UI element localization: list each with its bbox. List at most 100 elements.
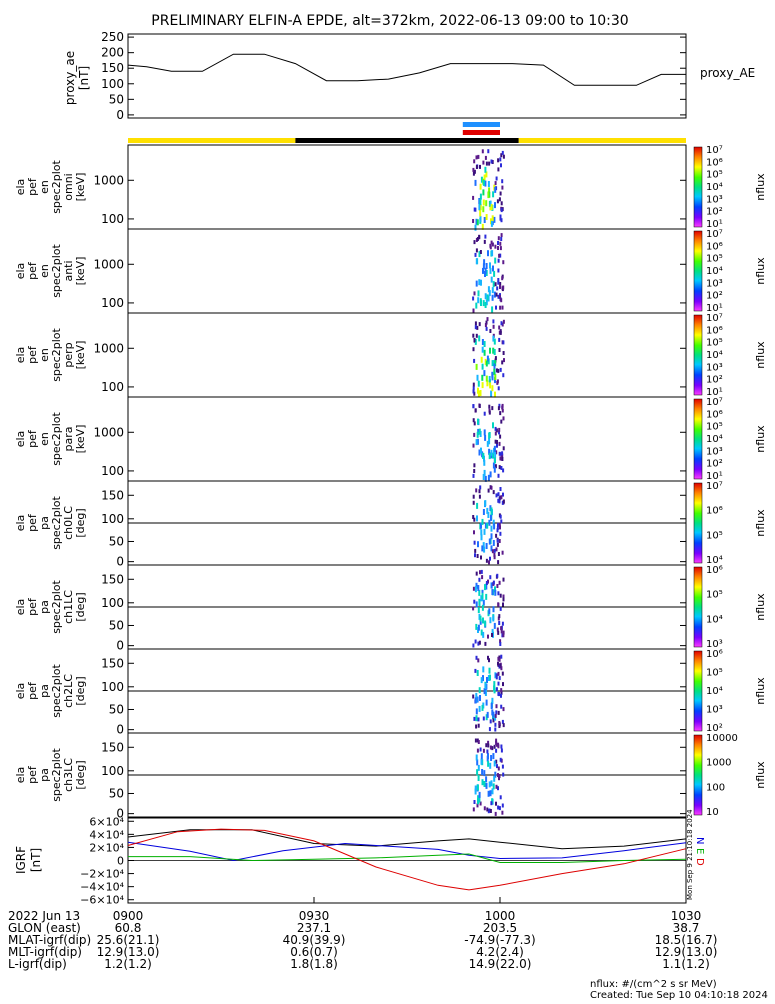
spectrogram-pixel: [497, 773, 499, 778]
spectrogram-pixel: [501, 671, 504, 676]
spectrogram-pixel: [490, 582, 493, 589]
spectrogram-pixel: [501, 408, 504, 413]
spectrogram-pixel: [485, 543, 488, 549]
spectrogram-pixel: [495, 428, 498, 433]
spectrogram-pixel: [494, 589, 497, 596]
colorbar-tick-label: 10¹: [706, 219, 723, 230]
spectrogram-pixel: [486, 755, 489, 762]
spectrogram-pixel: [477, 297, 480, 304]
panel-tick-label: 100: [101, 764, 124, 778]
spectrogram-pixel: [484, 293, 487, 300]
spectrogram-pixel: [482, 474, 485, 480]
spectrogram-pixel: [487, 286, 490, 293]
spectrogram-pixel: [490, 485, 493, 490]
colorbar-tick-label: 10⁷: [706, 145, 723, 156]
spectrogram-pixel: [481, 545, 484, 552]
colorbar-tick-label: 10³: [706, 278, 723, 289]
spectrogram-pixel: [500, 218, 503, 223]
spectrogram-pixel: [488, 538, 491, 545]
spectrogram-pixel: [495, 176, 498, 181]
proxy-ae-line: [127, 53, 686, 86]
panel-ylabel-line: pef: [26, 765, 39, 784]
spectrogram-pixel: [477, 798, 479, 805]
spectrogram-pixel: [501, 185, 504, 190]
colorbar-tick-label: 10³: [706, 446, 723, 457]
colorbar: [693, 314, 703, 396]
spectrogram-pixel: [499, 241, 502, 246]
spectrogram-pixel: [499, 514, 502, 519]
spectrogram-pixel: [497, 681, 500, 686]
spectrogram-pixel: [482, 748, 485, 753]
spectrogram-pixel: [479, 695, 481, 701]
spectrogram-pixel: [497, 591, 500, 596]
spectrogram-pixel: [491, 215, 494, 222]
spectrogram-pixel: [478, 589, 481, 596]
spectrogram-pixel: [491, 242, 494, 247]
spectrogram-pixel: [499, 495, 502, 500]
igrf-tick-label: 0: [117, 855, 124, 868]
spectrogram-pixel: [484, 584, 486, 591]
panel-ylabel-line: spec2plot: [50, 748, 63, 802]
ephemeris-value: 237.1: [297, 921, 331, 935]
igrf-panel: IGRF [nT] 6×10⁴4×10⁴2×10⁴0−2×10⁴−4×10⁴−6…: [14, 809, 705, 907]
spectrogram-pixel: [483, 259, 486, 266]
spectrogram-pixel: [479, 216, 482, 222]
spectrogram-pixel: [491, 697, 494, 704]
spectrogram-pixel: [482, 199, 485, 206]
spectrogram-pixel: [490, 780, 493, 787]
spectrogram-pixel: [473, 463, 476, 468]
spectrogram-pixel: [486, 294, 489, 301]
panel-ylabel-line: ela: [14, 263, 27, 280]
spectrogram-pixel: [502, 633, 505, 638]
igrf-tick-label: 4×10⁴: [89, 828, 124, 841]
spectrogram-pixel: [498, 580, 501, 585]
spectrogram-pixel: [502, 682, 504, 687]
colorbar-tick-label: 10⁷: [706, 229, 723, 240]
spectrogram-pixel: [485, 299, 488, 306]
spectrogram-pixel: [476, 237, 479, 241]
spectrogram-pixel: [492, 718, 495, 723]
spectrogram-pixel: [484, 267, 487, 274]
spectrogram-pixel: [494, 727, 497, 732]
spectrogram-pixel: [496, 627, 499, 632]
igrf-tick-label: −4×10⁴: [80, 881, 124, 894]
panel-ylabel-line: [deg]: [74, 760, 87, 789]
spectrogram-pixel: [481, 223, 484, 230]
spectrogram-pixel: [485, 699, 488, 706]
spectrogram-pixel: [479, 747, 482, 752]
spectrogram-pixel: [472, 167, 475, 172]
spectrogram-pixel: [502, 351, 505, 355]
spectrogram-pixel: [500, 163, 502, 168]
spectrogram-pixel: [497, 552, 500, 556]
spectrogram-pixel: [479, 164, 481, 169]
spectrogram-pixel: [496, 528, 499, 533]
spectrogram-pixel: [499, 367, 502, 372]
spectrogram-pixel: [476, 696, 479, 703]
panel-ylabel-line: perp: [62, 342, 75, 367]
spectrogram-pixel: [487, 488, 490, 493]
igrf-series-total: [127, 829, 687, 850]
spectrogram-pixel: [502, 577, 505, 582]
spectrogram-pixel: [478, 234, 481, 239]
spectrogram-pixel: [483, 781, 486, 787]
spectrogram-pixel: [479, 210, 482, 217]
spectrogram-pixel: [491, 160, 494, 164]
spectrogram-pixel: [490, 220, 493, 227]
spectrogram-pixel: [475, 724, 478, 729]
spectrogram-pixel: [499, 606, 502, 611]
spectrogram-pixel: [485, 214, 488, 220]
igrf-series-d: [127, 828, 687, 891]
proxy-ae-ylabel-0: proxy_ae: [63, 51, 77, 105]
igrf-lines: [127, 828, 687, 891]
panel-tick-label: 0: [116, 555, 124, 569]
spectrogram-pixel: [491, 306, 494, 313]
spectrogram-pixel: [486, 749, 489, 754]
colorbar-tick-label: 10⁴: [706, 434, 723, 445]
spectrogram-pixel: [476, 769, 479, 776]
spectrogram-pixel: [493, 681, 496, 688]
night-segment: [295, 138, 519, 143]
spectrogram-pixel: [497, 522, 499, 527]
spectrogram-pixel: [476, 219, 479, 226]
spectrogram-pixel: [484, 302, 487, 308]
